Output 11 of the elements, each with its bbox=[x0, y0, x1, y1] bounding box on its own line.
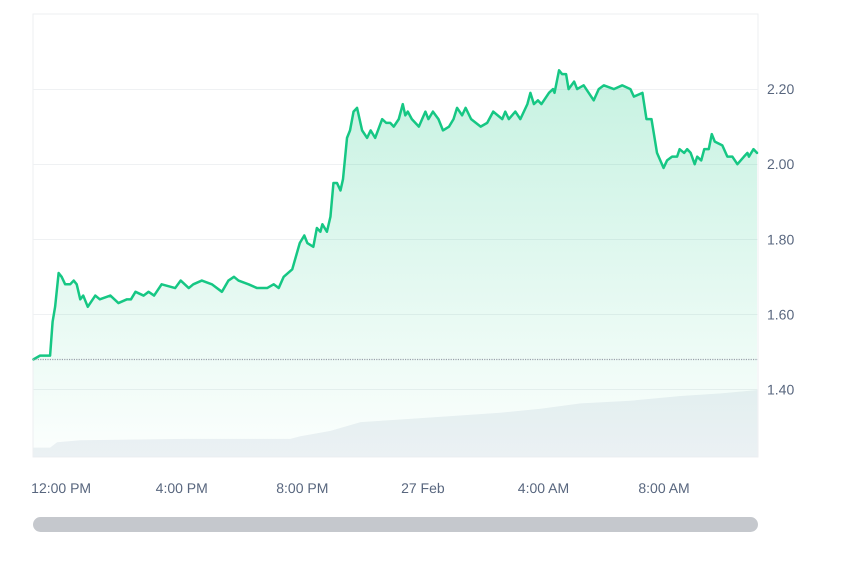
x-tick-label: 8:00 AM bbox=[638, 480, 690, 496]
x-tick-label: 27 Feb bbox=[401, 480, 445, 496]
x-tick-label: 12:00 PM bbox=[31, 480, 92, 496]
x-tick-label: 4:00 PM bbox=[156, 480, 208, 496]
y-tick-label: 1.60 bbox=[767, 306, 794, 322]
y-tick-label: 1.80 bbox=[767, 231, 794, 248]
y-tick-label: 1.40 bbox=[767, 381, 794, 398]
y-tick-label: 2.00 bbox=[767, 156, 794, 172]
x-tick-label: 4:00 AM bbox=[518, 480, 570, 496]
x-tick-label: 8:00 PM bbox=[276, 480, 328, 496]
y-tick-label: 2.20 bbox=[767, 81, 794, 98]
